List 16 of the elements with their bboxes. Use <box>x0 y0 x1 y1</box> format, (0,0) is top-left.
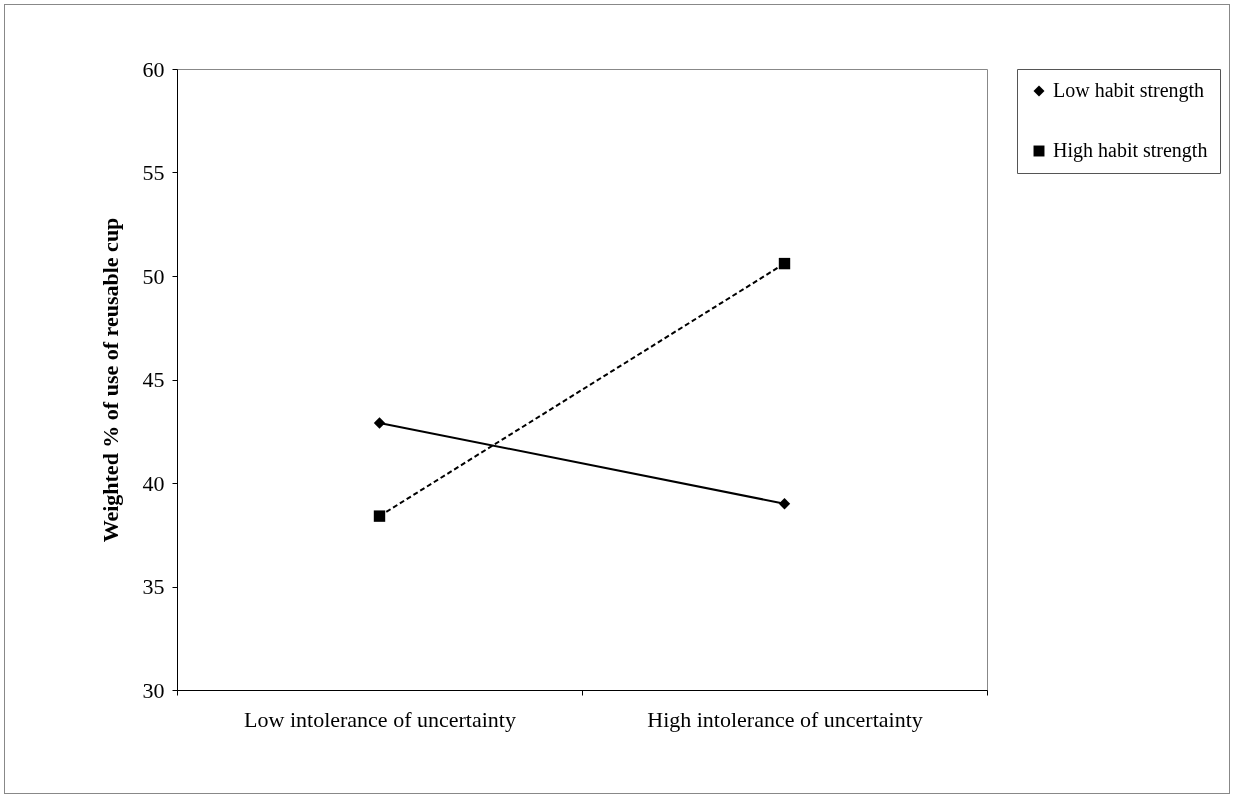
point <box>373 417 386 429</box>
y-tick-label: 40 <box>142 470 165 496</box>
y-tick-label: 50 <box>142 263 165 289</box>
legend-label: Low habit strength <box>1053 79 1205 102</box>
y-tick-label: 45 <box>142 367 165 392</box>
y-tick-label: 60 <box>142 56 165 82</box>
point <box>373 510 386 522</box>
x-tick-label: Low intolerance of uncertainty <box>244 706 516 732</box>
y-tick-label: 30 <box>142 677 165 703</box>
point <box>778 257 791 270</box>
x-tick-label: High intolerance of uncertainty <box>647 706 923 732</box>
y-axis-title: Weighted % of use of reusable cup <box>97 217 123 543</box>
point <box>778 498 791 510</box>
y-tick-label: 35 <box>142 574 165 599</box>
y-tick-label: 55 <box>142 160 165 185</box>
legend-label: High habit strength <box>1053 139 1208 162</box>
